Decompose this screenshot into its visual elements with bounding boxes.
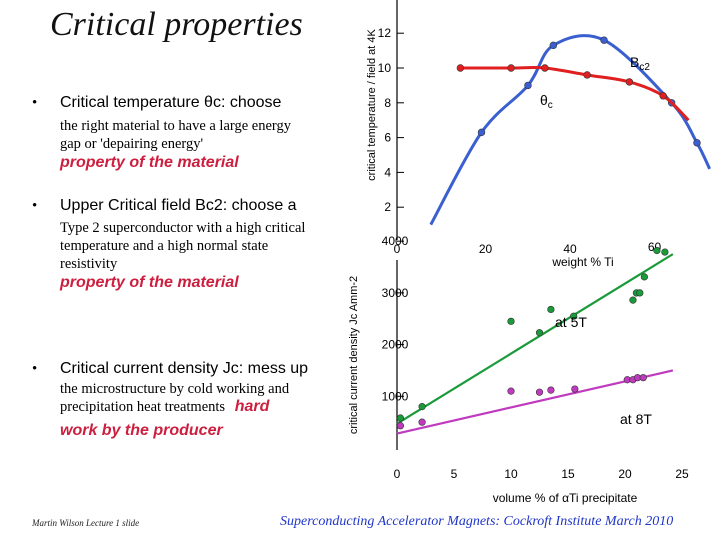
footer-right: Superconducting Accelerator Magnets: Coc…	[280, 514, 674, 529]
chart1-x-tick-label: 40	[563, 242, 577, 256]
chart-jc: critical current density Jc Amm-2 volume…	[348, 234, 689, 505]
chart2-point	[636, 289, 644, 297]
chart1-series-label: Bc2	[630, 54, 650, 73]
bullet-emphasis-critical-current-density: work by the producer	[60, 422, 223, 439]
bullet-text-upper-critical-field: Type 2 superconductor with a high critic…	[60, 220, 306, 272]
chart1-y-tick-label: 8	[384, 96, 391, 110]
bullet-heading-critical-temperature: Critical temperature θc: choose	[60, 94, 282, 111]
chart1-y-tick-label: 2	[384, 200, 391, 214]
chart2-y-label: critical current density Jc Amm-2	[348, 276, 360, 434]
chart1-series-line	[429, 34, 712, 226]
chart2-trend-line	[396, 253, 674, 425]
bullet-heading-critical-current-density: Critical current density Jc: mess up	[60, 360, 309, 377]
chart1-y-tick-label: 10	[378, 61, 392, 75]
bullet-text-critical-temperature: the right material to have a large energ…	[60, 118, 291, 152]
chart1-point	[693, 139, 701, 147]
chart1-x-tick-label: 20	[479, 242, 493, 256]
chart2-point	[653, 246, 661, 255]
chart1-series-line	[460, 65, 690, 122]
bullet-emphasis-inline: hard	[234, 398, 270, 415]
chart1-y-label: critical temperature / field at 4K	[366, 29, 378, 181]
chart2-point	[547, 386, 555, 394]
chart1-x-tick-label: 0	[394, 242, 401, 256]
bullet-marker: •	[32, 198, 38, 214]
chart2-point	[570, 312, 578, 320]
chart2-y-tick-label: 1000	[382, 389, 409, 403]
chart1-point	[625, 78, 634, 86]
chart2-point	[418, 418, 426, 426]
chart2-x-tick-label: 20	[618, 467, 632, 481]
chart1-y-tick-label: 12	[378, 26, 392, 40]
chart1-point	[583, 71, 591, 79]
bullet-marker: •	[32, 95, 38, 111]
chart2-series-label: at 5T	[555, 314, 587, 330]
bullet-text-critical-current-density: the microstructure by cold working and p…	[60, 380, 316, 416]
chart2-x-tick-label: 10	[504, 467, 518, 481]
chart2-point	[629, 296, 637, 304]
chart1-point	[477, 128, 486, 137]
chart2-point	[535, 329, 544, 337]
chart2-y-tick-label: 2000	[382, 338, 409, 352]
chart1-x-label: weight % Ti	[551, 255, 613, 269]
chart1-y-tick-label: 6	[384, 131, 391, 145]
bullet-marker: •	[32, 361, 38, 377]
chart2-x-label: volume % of αTi precipitate	[493, 491, 638, 505]
chart1-point	[659, 92, 667, 100]
chart2-point	[507, 387, 515, 395]
chart2-point	[396, 414, 405, 422]
bullet-emphasis-upper-critical-field: property of the material	[60, 274, 239, 291]
chart1-point	[541, 64, 549, 72]
chart2-point	[571, 385, 579, 393]
chart2-point	[639, 374, 647, 382]
bullet-emphasis-critical-temperature: property of the material	[60, 154, 239, 171]
chart2-point	[418, 403, 426, 411]
chart1-point	[524, 81, 532, 90]
chart2-point	[640, 273, 648, 281]
chart2-x-tick-label: 5	[451, 467, 458, 481]
chart2-point	[535, 388, 544, 396]
chart2-series-label: at 8T	[620, 411, 652, 427]
chart1-point	[549, 41, 558, 50]
bullet-heading-upper-critical-field: Upper Critical field Bc2: choose a	[60, 197, 297, 214]
chart1-point	[456, 64, 465, 72]
chart1-y-tick-label: 4	[384, 165, 391, 179]
bullet-text-body: the microstructure by cold working and p…	[60, 381, 290, 415]
chart2-point	[547, 305, 555, 314]
chart1-point	[600, 36, 608, 44]
chart-tc-bc2: critical temperature / field at 4K weigh…	[366, 0, 712, 269]
chart2-x-tick-label: 0	[394, 467, 401, 481]
chart1-series-label: θc	[540, 92, 553, 111]
chart2-y-tick-label: 3000	[382, 286, 409, 300]
chart2-x-tick-label: 25	[675, 467, 689, 481]
chart2-point	[507, 317, 515, 325]
chart2-point	[661, 248, 669, 256]
chart2-x-tick-label: 15	[561, 467, 575, 481]
chart1-point	[507, 64, 515, 72]
slide-title: Critical properties	[50, 6, 303, 43]
chart2-y-tick-label: 4000	[382, 234, 409, 248]
footer-left: Martin Wilson Lecture 1 slide	[32, 518, 140, 528]
chart2-point	[396, 422, 405, 430]
